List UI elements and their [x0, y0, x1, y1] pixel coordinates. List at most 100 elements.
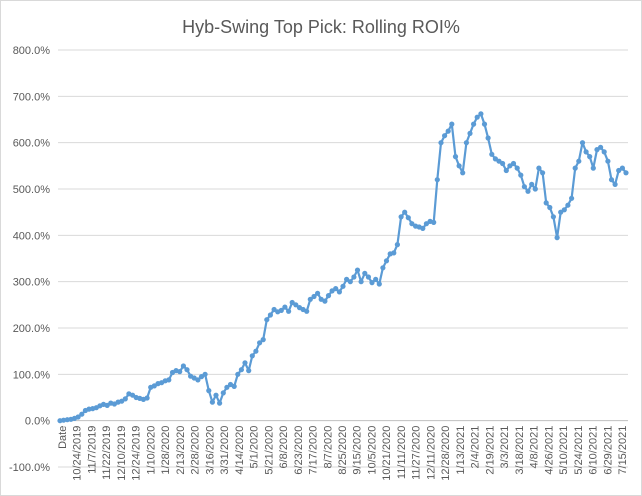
data-point: [521, 184, 528, 190]
data-point: [398, 214, 404, 220]
data-point: [438, 140, 444, 146]
data-point: [257, 340, 263, 346]
data-point: [616, 167, 622, 174]
data-point: [380, 265, 386, 271]
data-point: [373, 276, 379, 282]
data-point: [514, 165, 520, 171]
x-tick-label: 12/28/2020: [440, 426, 452, 481]
data-point: [394, 242, 400, 248]
data-point: [481, 121, 488, 127]
data-point: [431, 219, 437, 225]
data-point: [383, 258, 390, 264]
data-point: [249, 353, 255, 359]
data-point: [369, 280, 375, 286]
x-tick-label: 4/8/2021: [529, 426, 541, 469]
x-tick-label: 8/25/2020: [337, 426, 349, 475]
y-tick-label: 500.0%: [13, 184, 51, 196]
data-point: [467, 130, 473, 136]
x-tick-label: 9/15/2020: [352, 426, 364, 475]
data-point: [569, 195, 575, 201]
data-point: [253, 348, 259, 354]
data-point: [286, 308, 292, 314]
data-point: [503, 167, 509, 174]
data-point: [449, 121, 455, 127]
x-tick-label: 1/28/2020: [160, 426, 172, 475]
data-point: [122, 396, 128, 402]
data-point: [529, 181, 535, 187]
data-point: [471, 121, 477, 127]
data-point: [485, 135, 491, 141]
data-point: [402, 209, 408, 215]
data-point: [474, 114, 480, 120]
data-point: [409, 221, 415, 227]
data-point: [554, 235, 560, 241]
data-point: [456, 163, 462, 169]
data-point: [518, 172, 524, 178]
y-tick-label: 400.0%: [13, 230, 51, 242]
x-tick-label: 2/4/2021: [470, 426, 482, 469]
x-tick-label: 11/7/2019: [86, 426, 98, 474]
data-point: [217, 400, 223, 406]
data-point: [166, 377, 172, 383]
data-point: [445, 128, 451, 134]
y-tick-label: 0.0%: [25, 416, 50, 428]
x-tick-label: 5/24/2021: [573, 426, 585, 475]
data-point: [510, 160, 517, 167]
data-point: [460, 170, 466, 176]
x-tick-label: Date: [57, 426, 69, 449]
x-tick-label: 5/10/2021: [558, 426, 570, 475]
data-point: [351, 274, 357, 280]
data-point: [347, 279, 353, 285]
data-point: [525, 188, 531, 194]
x-tick-label: 7/15/2021: [617, 426, 629, 475]
data-point: [195, 377, 201, 383]
data-point: [452, 154, 459, 160]
data-point: [144, 395, 150, 401]
data-point: [391, 250, 397, 256]
data-point: [442, 133, 448, 139]
data-point: [623, 170, 629, 176]
data-point: [572, 165, 578, 171]
x-tick-label: 6/29/2021: [602, 426, 614, 475]
x-tick-label: 6/23/2020: [293, 426, 305, 475]
gridlines: [58, 49, 628, 468]
data-point: [587, 154, 593, 160]
data-point: [336, 289, 342, 295]
data-point: [304, 308, 310, 314]
data-point: [489, 151, 495, 157]
y-tick-label: 200.0%: [13, 323, 51, 335]
x-tick-label: 6/8/2020: [278, 426, 290, 469]
data-point: [242, 360, 248, 366]
x-tick-label: 4/14/2020: [234, 426, 246, 475]
data-point: [325, 293, 332, 299]
data-point: [293, 302, 299, 308]
data-point: [322, 298, 328, 304]
data-point: [540, 170, 546, 176]
data-point: [550, 214, 557, 220]
data-point: [612, 181, 618, 187]
y-tick-label: -100.0%: [9, 462, 50, 474]
data-point: [79, 411, 85, 417]
y-tick-label: 700.0%: [13, 91, 51, 103]
data-point: [579, 140, 586, 146]
data-point: [605, 158, 611, 164]
data-point: [619, 165, 626, 171]
x-tick-label: 2/28/2020: [190, 426, 202, 475]
chart-title: Hyb-Swing Top Pick: Rolling ROI%: [182, 17, 460, 37]
data-point: [340, 283, 346, 289]
y-tick-label: 800.0%: [13, 45, 51, 57]
data-point: [598, 144, 604, 150]
x-tick-label: 2/13/2020: [175, 426, 187, 475]
x-tick-label: 2/19/2021: [484, 426, 496, 475]
data-point: [180, 363, 186, 369]
data-point: [532, 186, 538, 192]
y-axis-tick-labels: -100.0% 0.0% 100.0% 200.0% 300.0% 400.0% 500.0…: [9, 45, 50, 474]
x-tick-label: 1/13/2021: [455, 426, 467, 475]
x-tick-label: 11/11/2020: [396, 426, 408, 479]
data-point: [264, 317, 270, 323]
data-point: [420, 225, 426, 231]
data-point: [362, 270, 368, 276]
x-tick-label: 8/7/2020: [322, 426, 334, 469]
